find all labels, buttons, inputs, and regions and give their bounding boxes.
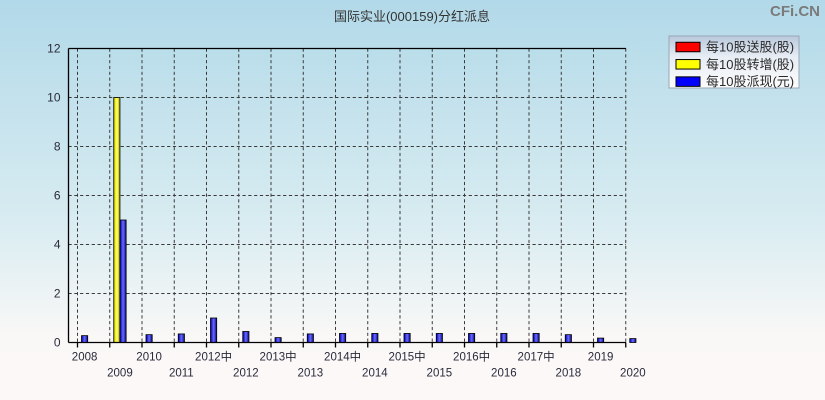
svg-text:2019: 2019 [588,352,614,364]
svg-text:每10股转增(股): 每10股转增(股) [706,57,794,72]
svg-text:国际实业(000159)分红派息: 国际实业(000159)分红派息 [334,9,490,24]
svg-text:2015: 2015 [427,368,453,380]
svg-text:2016中: 2016中 [453,351,490,364]
svg-text:10: 10 [47,91,61,105]
svg-text:2009: 2009 [107,368,133,380]
svg-text:2010: 2010 [136,352,162,364]
svg-text:2016: 2016 [491,368,517,380]
svg-text:8: 8 [54,140,61,154]
svg-text:2015中: 2015中 [389,351,426,364]
svg-text:2014: 2014 [362,368,388,380]
svg-text:2017中: 2017中 [518,351,555,364]
svg-text:2012: 2012 [233,368,259,380]
svg-text:2013中: 2013中 [260,351,297,364]
svg-text:2020: 2020 [620,368,646,380]
svg-text:12: 12 [47,42,61,56]
svg-text:CFi.CN: CFi.CN [770,3,820,20]
svg-text:2014中: 2014中 [324,351,361,364]
svg-text:2018: 2018 [556,368,582,380]
svg-text:2013: 2013 [298,368,324,380]
svg-text:2: 2 [54,287,61,301]
svg-text:2012中: 2012中 [195,351,232,364]
svg-text:2008: 2008 [72,352,98,364]
svg-text:2011: 2011 [169,368,194,380]
svg-text:每10股送股(股): 每10股送股(股) [706,40,794,55]
svg-text:4: 4 [54,238,61,252]
svg-text:6: 6 [54,189,61,203]
svg-text:0: 0 [54,336,61,350]
svg-text:每10股派现(元): 每10股派现(元) [706,74,794,89]
